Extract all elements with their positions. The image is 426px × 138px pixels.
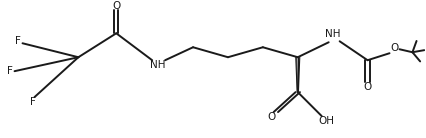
Text: F: F [7,66,12,76]
Text: O: O [268,112,276,122]
Text: O: O [363,82,372,92]
Text: NH: NH [150,60,166,70]
Text: O: O [112,1,121,11]
Text: O: O [390,43,399,53]
Text: OH: OH [319,116,335,126]
Text: F: F [14,36,20,46]
Text: F: F [29,97,35,107]
Text: NH: NH [325,29,340,39]
